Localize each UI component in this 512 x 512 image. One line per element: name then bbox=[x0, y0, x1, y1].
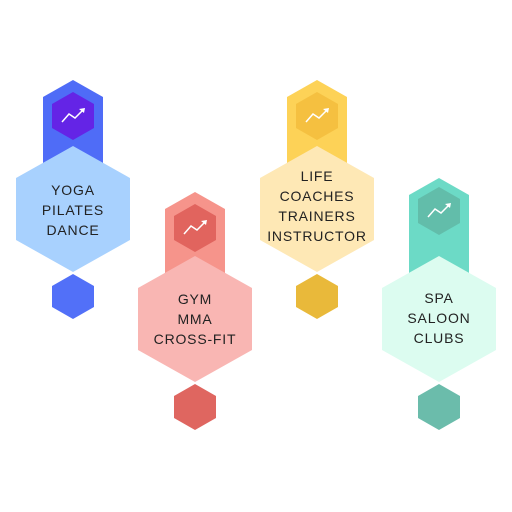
label-line: SALOON bbox=[407, 310, 471, 326]
bottom-hexagon bbox=[52, 274, 94, 319]
label-line: TRAINERS bbox=[278, 208, 356, 224]
main-hexagon bbox=[138, 256, 252, 382]
trend-up-icon bbox=[427, 203, 451, 218]
label-line: MMA bbox=[177, 311, 213, 327]
trend-up-icon bbox=[305, 108, 329, 123]
trend-up-icon bbox=[61, 108, 85, 123]
card-gym-label: GYM MMA CROSS-FIT bbox=[138, 289, 252, 349]
main-hexagon bbox=[382, 256, 496, 382]
bottom-hexagon bbox=[174, 384, 216, 430]
trend-up-arrowhead bbox=[445, 203, 451, 208]
label-line: CROSS-FIT bbox=[153, 331, 237, 347]
label-line: PILATES bbox=[41, 202, 105, 218]
trend-up-arrowhead bbox=[323, 108, 329, 113]
trend-up-arrowhead bbox=[79, 108, 85, 113]
trend-up-arrowhead bbox=[201, 220, 207, 225]
bottom-hexagon bbox=[418, 384, 460, 430]
label-line: COACHES bbox=[279, 188, 355, 204]
label-line: SPA bbox=[424, 290, 454, 306]
label-line: INSTRUCTOR bbox=[267, 228, 367, 244]
trend-up-icon bbox=[183, 220, 207, 235]
card-fitness-label: YOGA PILATES DANCE bbox=[16, 180, 130, 240]
card-wellness-label: SPA SALOON CLUBS bbox=[382, 288, 496, 348]
card-wellness bbox=[382, 178, 496, 430]
main-hexagon bbox=[16, 146, 130, 272]
label-line: LIFE bbox=[300, 168, 334, 184]
card-coaching bbox=[260, 80, 374, 319]
main-hexagon bbox=[260, 146, 374, 272]
bottom-hexagon bbox=[296, 274, 338, 319]
card-fitness bbox=[16, 80, 130, 319]
card-gym bbox=[138, 192, 252, 430]
label-line: DANCE bbox=[46, 222, 100, 238]
card-coaching-label: LIFE COACHES TRAINERS INSTRUCTOR bbox=[260, 166, 374, 246]
label-line: YOGA bbox=[51, 182, 95, 198]
label-line: GYM bbox=[177, 291, 213, 307]
label-line: CLUBS bbox=[413, 330, 465, 346]
